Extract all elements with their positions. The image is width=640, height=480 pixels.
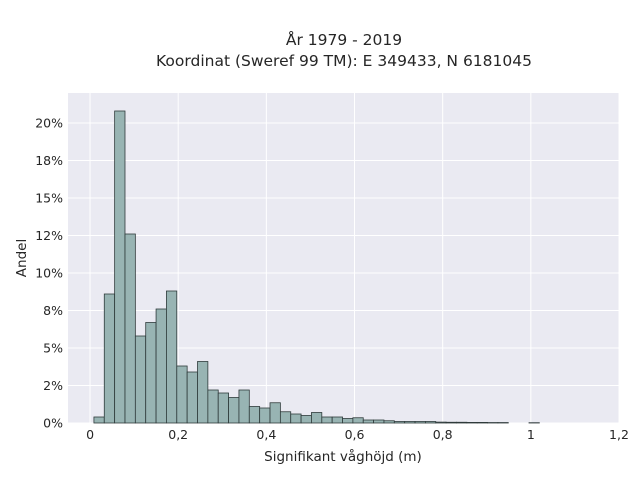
y-tick-label: 12%	[35, 228, 63, 243]
histogram-bar	[93, 416, 105, 424]
y-axis-label: Andel	[14, 239, 30, 277]
y-tick-label: 0%	[43, 416, 63, 431]
histogram-bar	[373, 419, 385, 424]
histogram-bar	[207, 389, 219, 424]
histogram-bar	[134, 335, 147, 424]
histogram-bar	[435, 421, 447, 424]
histogram-bar	[331, 416, 343, 424]
x-tick-label: 1	[527, 427, 535, 442]
histogram-bar	[228, 397, 240, 424]
x-tick-label: 0,4	[256, 427, 276, 442]
histogram-bars	[93, 110, 540, 424]
histogram-bar	[197, 361, 209, 424]
x-tick-label: 0,8	[433, 427, 453, 442]
histogram-bar	[166, 290, 178, 424]
histogram-bar	[238, 389, 250, 424]
histogram-bar	[290, 413, 302, 424]
y-tick-label: 2%	[43, 378, 63, 393]
histogram-bar	[145, 322, 157, 424]
histogram-bar	[466, 421, 478, 424]
y-tick-label: 15%	[35, 191, 63, 206]
histogram-bar	[217, 392, 229, 424]
histogram-bar	[404, 421, 416, 424]
histogram-bar	[269, 402, 281, 424]
histogram-bar	[383, 420, 395, 424]
histogram-bar	[352, 417, 364, 424]
x-tick-label: 0,2	[168, 427, 188, 442]
x-axis-label: Signifikant våghöjd (m)	[264, 448, 422, 465]
histogram-bar	[186, 371, 198, 424]
histogram-bar	[155, 308, 167, 424]
histogram-bar	[321, 416, 333, 424]
x-axis-ticks: 0 0,2 0,4 0,6 0,8 1 1,2	[86, 427, 629, 442]
histogram-bar	[114, 110, 126, 424]
y-tick-label: 10%	[35, 266, 63, 281]
y-tick-label: 20%	[35, 116, 63, 131]
histogram-bar	[414, 421, 426, 424]
histogram-bar	[248, 406, 261, 424]
histogram-bar	[124, 233, 136, 424]
histogram-bar	[425, 421, 437, 424]
y-tick-label: 18%	[35, 153, 63, 168]
y-axis-ticks: 0% 2% 5% 8% 10% 12% 15% 18% 20%	[35, 116, 63, 431]
histogram-bar	[279, 411, 292, 424]
chart-subtitle: Koordinat (Sweref 99 TM): E 349433, N 61…	[156, 52, 532, 70]
histogram-bar	[176, 365, 188, 424]
y-tick-label: 5%	[43, 341, 63, 356]
histogram-bar	[445, 421, 457, 424]
histogram-bar	[362, 419, 375, 424]
y-tick-label: 8%	[43, 303, 63, 318]
chart-title: År 1979 - 2019	[286, 30, 402, 49]
histogram-bar	[300, 415, 312, 424]
histogram-bar	[311, 412, 323, 424]
x-tick-label: 0	[86, 427, 94, 442]
histogram-bar	[342, 418, 354, 424]
histogram-bar	[476, 421, 488, 424]
histogram-bar	[393, 421, 406, 424]
x-tick-label: 1,2	[609, 427, 629, 442]
histogram-bar	[456, 421, 468, 424]
x-tick-label: 0,6	[345, 427, 365, 442]
histogram-bar	[103, 293, 116, 424]
histogram-bar	[259, 407, 271, 424]
